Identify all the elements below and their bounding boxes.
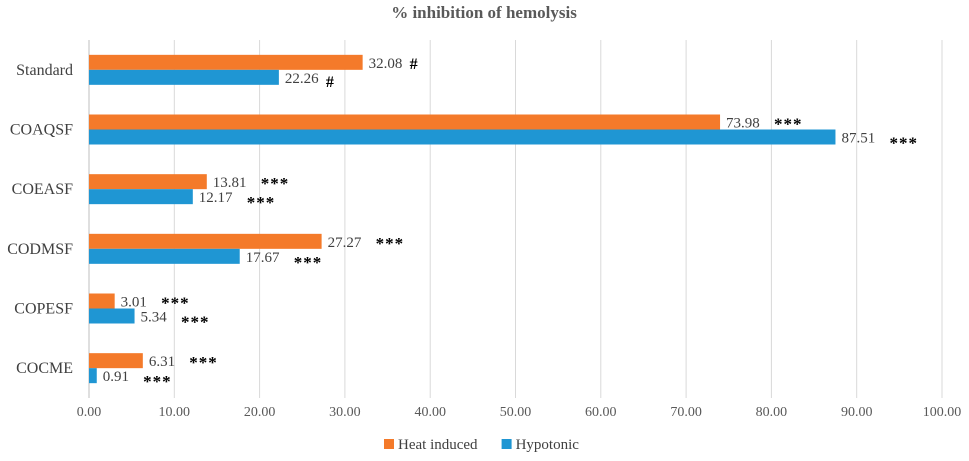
significance-marker: *** — [294, 253, 323, 272]
category-label: COCME — [16, 360, 73, 377]
legend-swatch-heat-induced — [384, 439, 394, 449]
data-label: 87.51 — [841, 131, 875, 147]
x-tick-label: 70.00 — [670, 405, 702, 420]
x-tick-label: 20.00 — [244, 405, 276, 420]
legend-label: Hypotonic — [516, 437, 580, 453]
bar-hypotonic — [89, 368, 97, 384]
significance-marker: *** — [774, 115, 803, 134]
significance-marker: *** — [161, 294, 190, 313]
x-tick-label: 50.00 — [500, 405, 532, 420]
category-label: COEASF — [12, 181, 73, 198]
bar-hypotonic — [89, 248, 240, 264]
significance-marker: # — [410, 56, 418, 73]
x-tick-label: 80.00 — [756, 405, 788, 420]
significance-marker: # — [326, 74, 334, 91]
x-tick-label: 40.00 — [414, 405, 446, 420]
data-label: 5.34 — [141, 310, 168, 326]
category-labels: Standard COAQSF COEASF CODMSF COPESF COCME — [7, 62, 73, 377]
significance-marker: *** — [261, 174, 290, 193]
data-label: 0.91 — [103, 369, 129, 385]
bars: 32.08 #22.26 #73.98 ***87.51 ***13.81 ***12.1… — [89, 54, 918, 391]
bar-heat-induced — [89, 353, 143, 369]
x-tick-label: 60.00 — [585, 405, 617, 420]
bar-heat-induced — [89, 114, 721, 130]
data-label: 12.17 — [199, 190, 233, 206]
bar-heat-induced — [89, 293, 115, 309]
legend-swatch-hypotonic — [501, 439, 512, 449]
x-tick-label: 100.00 — [923, 405, 962, 420]
data-label: 17.67 — [246, 250, 280, 266]
data-label: 73.98 — [726, 116, 760, 132]
data-label: 6.31 — [149, 354, 175, 370]
significance-marker: *** — [376, 234, 405, 253]
category-label: COPESF — [14, 301, 73, 318]
data-label: 32.08 — [369, 56, 403, 72]
chart-title: % inhibition of hemolysis — [391, 3, 577, 22]
significance-marker: *** — [247, 193, 276, 212]
x-tick-label: 90.00 — [841, 405, 873, 420]
data-label: 22.26 — [285, 71, 319, 87]
bar-hypotonic — [89, 189, 193, 205]
category-label: COAQSF — [10, 122, 73, 139]
significance-marker: *** — [889, 134, 918, 153]
data-label: 27.27 — [328, 235, 362, 251]
significance-marker: *** — [189, 353, 218, 372]
bar-heat-induced — [89, 174, 207, 190]
bar-hypotonic — [89, 129, 836, 145]
bar-hypotonic — [89, 308, 135, 324]
legend: Heat induced Hypotonic — [384, 437, 579, 453]
category-label: CODMSF — [7, 241, 73, 258]
x-tick-label: 30.00 — [329, 405, 361, 420]
x-tick-label: 10.00 — [159, 405, 191, 420]
legend-label: Heat induced — [398, 437, 478, 453]
gridlines — [88, 40, 943, 398]
x-tick-labels: 0.00 10.00 20.00 30.00 40.00 50.00 60.00 70.00 8… — [77, 405, 962, 420]
bar-heat-induced — [89, 233, 322, 249]
data-label: 3.01 — [121, 295, 147, 311]
significance-marker: *** — [181, 313, 210, 332]
x-tick-label: 0.00 — [77, 405, 102, 420]
bar-hypotonic — [89, 69, 279, 85]
data-label: 13.81 — [213, 175, 247, 191]
category-label: Standard — [16, 62, 73, 79]
significance-marker: *** — [143, 372, 172, 391]
bar-heat-induced — [89, 54, 363, 70]
